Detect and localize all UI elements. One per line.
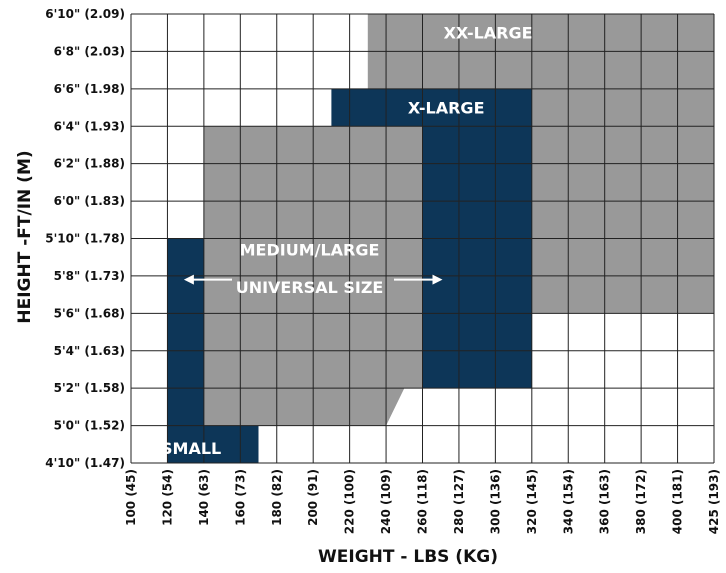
x-tick-label: 320 (145)	[525, 469, 539, 534]
y-tick-label: 5'0" (1.52)	[54, 419, 125, 433]
zone-label: SMALL	[161, 439, 221, 458]
zone-small	[167, 238, 259, 463]
x-tick-label: 280 (127)	[452, 469, 466, 534]
y-tick-label: 6'10" (2.09)	[45, 7, 125, 21]
x-tick-label: 260 (118)	[416, 469, 430, 534]
y-tick-label: 6'4" (1.93)	[54, 119, 125, 133]
y-tick-label: 5'8" (1.73)	[54, 269, 125, 283]
zone-label: MEDIUM/LARGE	[240, 241, 380, 260]
y-tick-label: 5'10" (1.78)	[45, 232, 125, 246]
x-tick-label: 180 (82)	[270, 469, 284, 526]
x-tick-label: 425 (193)	[707, 469, 721, 534]
zone-label: UNIVERSAL SIZE	[236, 278, 384, 297]
x-tick-label: 100 (45)	[124, 469, 138, 526]
arrow-head-right	[432, 274, 443, 285]
y-tick-label: 6'2" (1.88)	[54, 157, 125, 171]
universal-size-arrow	[183, 274, 443, 285]
zone-label: XX-LARGE	[444, 24, 533, 43]
x-tick-label: 360 (163)	[598, 469, 612, 534]
y-axis-title: HEIGHT -FT/IN (M)	[15, 150, 35, 323]
arrow-head-left	[183, 274, 194, 285]
x-tick-label: 340 (154)	[561, 469, 575, 534]
x-tick-label: 120 (54)	[160, 469, 174, 526]
x-tick-label: 220 (100)	[343, 469, 357, 534]
x-tick-label: 140 (63)	[197, 469, 211, 526]
x-tick-label: 240 (109)	[379, 469, 393, 534]
chart-grid	[130, 13, 715, 464]
x-tick-label: 400 (181)	[671, 469, 685, 534]
y-tick-label: 4'10" (1.47)	[45, 456, 125, 470]
y-tick-label: 5'2" (1.58)	[54, 381, 125, 395]
x-axis-title: WEIGHT - LBS (KG)	[318, 547, 498, 567]
y-tick-label: 6'6" (1.98)	[54, 82, 125, 96]
zone-labels: XX-LARGE X-LARGE MEDIUM/LARGE UNIVERSAL SIZ…	[161, 24, 533, 458]
y-tick-label: 5'6" (1.68)	[54, 306, 125, 320]
y-tick-label: 5'4" (1.63)	[54, 344, 125, 358]
x-tick-label: 160 (73)	[233, 469, 247, 526]
x-axis-ticks: 100 (45) 120 (54) 140 (63) 160 (73) 180 (82)…	[124, 469, 721, 534]
y-axis-ticks: 4'10" (1.47) 5'0" (1.52) 5'2" (1.58) 5'4" (…	[45, 7, 125, 470]
zone-label: X-LARGE	[408, 99, 485, 118]
y-tick-label: 6'0" (1.83)	[54, 194, 125, 208]
y-tick-label: 6'8" (2.03)	[54, 44, 125, 58]
x-tick-label: 200 (91)	[306, 469, 320, 526]
x-tick-label: 380 (172)	[634, 469, 648, 534]
x-tick-label: 300 (136)	[488, 469, 502, 534]
